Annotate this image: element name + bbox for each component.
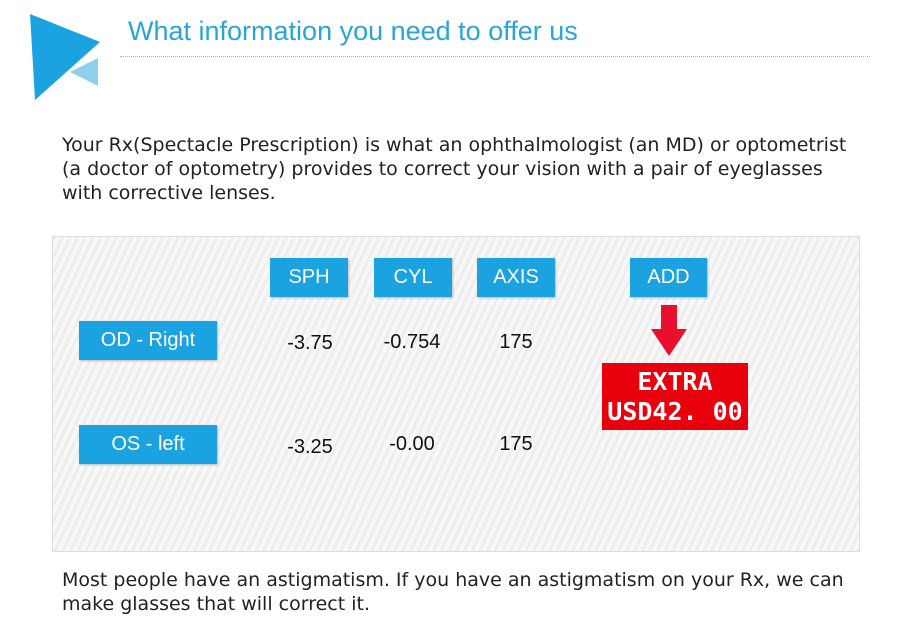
row-label: OD - Right xyxy=(79,321,217,360)
add-note: EXTRA xyxy=(637,367,713,396)
divider xyxy=(120,56,870,57)
value: 175 xyxy=(499,433,533,455)
row-label: OS - left xyxy=(79,425,217,464)
footer-line: make glasses that will correct it. xyxy=(62,593,370,615)
arrow xyxy=(651,305,687,356)
title: What information you need to offer us xyxy=(128,16,578,46)
intro-line: Your Rx(Spectacle Prescription) is what … xyxy=(62,134,847,156)
value: -0.754 xyxy=(383,331,441,353)
column-header: SPH xyxy=(270,258,348,297)
column-header: AXIS xyxy=(477,258,555,297)
value: -0.00 xyxy=(389,433,435,455)
column-header: CYL xyxy=(374,258,452,297)
header-icon xyxy=(30,14,100,100)
intro-line: with corrective lenses. xyxy=(62,182,276,204)
value: -3.75 xyxy=(287,332,333,354)
intro-line: (a doctor of optometry) provides to corr… xyxy=(62,158,823,180)
footer-line: Most people have an astigmatism. If you … xyxy=(62,569,844,591)
value: 175 xyxy=(499,331,533,353)
add-note: USD42. 00 xyxy=(607,397,743,426)
add-price: EXTRA USD42. 00 xyxy=(602,363,748,430)
column-header: ADD xyxy=(630,258,707,297)
value: -3.25 xyxy=(287,436,333,458)
